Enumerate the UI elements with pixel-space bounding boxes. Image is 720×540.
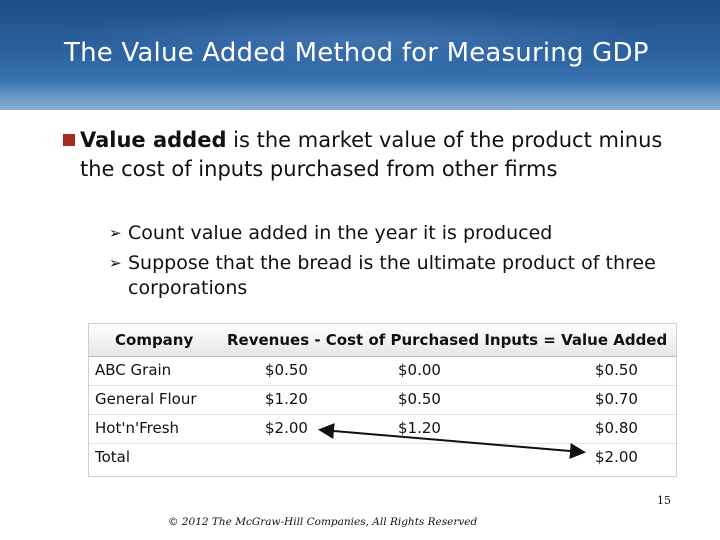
row-divider: [89, 385, 676, 386]
cell-revenues: $0.50: [265, 361, 308, 379]
value-added-table: Company Revenues - Cost of Purchased Inp…: [88, 323, 677, 477]
cell-cost: $0.50: [398, 390, 441, 408]
arrow-bullet-icon: ➢: [109, 254, 122, 272]
sub-bullet-text: Suppose that the bread is the ultimate p…: [128, 252, 656, 299]
page-number: 15: [657, 494, 671, 507]
cell-company: General Flour: [95, 390, 197, 408]
cell-cost: $1.20: [398, 419, 441, 437]
cell-value-added: $0.70: [595, 390, 638, 408]
table-row: Hot'n'Fresh $2.00 $1.20 $0.80: [89, 414, 676, 443]
cell-revenues: $1.20: [265, 390, 308, 408]
cell-cost: $0.00: [398, 361, 441, 379]
slide-title: The Value Added Method for Measuring GDP: [64, 38, 649, 68]
cell-company: Total: [95, 448, 131, 466]
bullet-text: is the market value of the product minus…: [80, 128, 663, 181]
cell-value-added: $0.50: [595, 361, 638, 379]
row-divider: [89, 414, 676, 415]
main-bullet: Value added is the market value of the p…: [63, 126, 680, 184]
sub-bullet: ➢ Count value added in the year it is pr…: [109, 221, 688, 246]
header-company: Company: [115, 331, 194, 349]
bullet-term: Value added: [80, 128, 227, 152]
sub-bullet-text: Count value added in the year it is prod…: [128, 222, 553, 244]
square-bullet-icon: [63, 134, 75, 146]
table-row: ABC Grain $0.50 $0.00 $0.50: [89, 356, 676, 385]
table-row: General Flour $1.20 $0.50 $0.70: [89, 385, 676, 414]
cell-value-added: $0.80: [595, 419, 638, 437]
table-header: Company Revenues - Cost of Purchased Inp…: [89, 324, 676, 357]
header-glow: [40, 10, 680, 70]
cell-revenues: $2.00: [265, 419, 308, 437]
arrow-bullet-icon: ➢: [109, 224, 122, 242]
slide-header: The Value Added Method for Measuring GDP: [0, 0, 720, 110]
cell-company: ABC Grain: [95, 361, 172, 379]
table-row-total: Total $2.00: [89, 443, 676, 472]
copyright-footer: © 2012 The McGraw-Hill Companies, All Ri…: [168, 516, 478, 528]
cell-value-added: $2.00: [595, 448, 638, 466]
sub-bullet: ➢ Suppose that the bread is the ultimate…: [109, 251, 688, 301]
cell-company: Hot'n'Fresh: [95, 419, 180, 437]
header-formula: Revenues - Cost of Purchased Inputs = Va…: [227, 331, 668, 349]
